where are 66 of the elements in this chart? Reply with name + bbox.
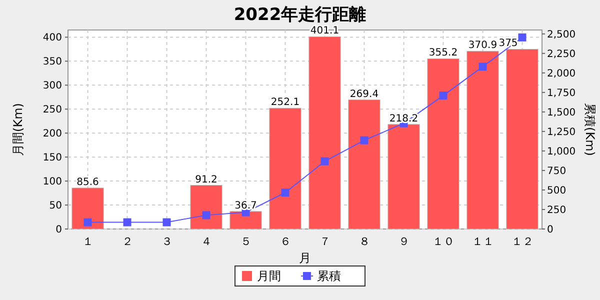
y2-tick-label: 500 (547, 185, 566, 196)
y-tick-label: 200 (42, 128, 62, 140)
data-label: 269.4 (350, 88, 379, 100)
data-label: 370.9 (468, 40, 498, 52)
x-tick-label: ２ (122, 235, 133, 248)
x-tick-label: ３ (161, 235, 172, 248)
point (123, 218, 132, 226)
bar (506, 48, 538, 230)
bar (190, 185, 222, 230)
x-tick-label: １２ (511, 235, 534, 248)
x-axis-title: 月 (299, 251, 311, 265)
y2-tick-label: 2,250 (547, 48, 576, 60)
x-tick-label: １０ (432, 235, 454, 248)
bar (466, 50, 499, 230)
data-label: 91.2 (195, 174, 218, 186)
point (84, 218, 92, 226)
y2-axis-title: 累積(Km) (583, 103, 597, 156)
y2-tick-label: 2,000 (547, 68, 576, 80)
y-axis-title: 月間(Km) (11, 103, 25, 156)
point (281, 188, 290, 197)
y2-tick-label: 1,500 (547, 107, 576, 118)
data-label: 252.1 (270, 97, 300, 108)
legend-label: 月間 (257, 269, 281, 284)
point (162, 218, 171, 226)
y2-tick-label: 750 (547, 166, 566, 177)
point (478, 62, 487, 71)
y-tick-label: 250 (42, 104, 62, 116)
y-tick-label: 400 (42, 32, 62, 44)
y-tick-label: 350 (42, 56, 62, 68)
y2-tick-label: 0 (547, 224, 554, 236)
bar (348, 100, 380, 230)
x-tick-label: １１ (472, 235, 494, 248)
y-tick-label: 150 (42, 152, 62, 164)
y2-tick-label: 250 (547, 204, 566, 216)
point (202, 211, 210, 220)
point (320, 157, 329, 166)
x-tick-label: ８ (358, 235, 370, 248)
bar (388, 124, 420, 230)
x-tick-label: ５ (240, 235, 252, 248)
y-tick-label: 50 (49, 200, 62, 212)
point (439, 92, 448, 100)
bar (230, 211, 262, 230)
y-tick-label: 0 (56, 224, 62, 236)
bar (427, 58, 460, 230)
y2-tick-label: 1,750 (547, 88, 576, 99)
data-label: 85.6 (76, 176, 99, 188)
point (360, 136, 368, 144)
x-tick-label: ９ (398, 235, 410, 248)
chart-title: 2022年走行距離 (234, 5, 366, 25)
x-tick-label: ４ (200, 235, 212, 248)
data-label: 355.2 (428, 48, 458, 59)
point (518, 33, 526, 42)
y2-tick-label: 2,500 (547, 29, 576, 40)
bar (308, 36, 341, 230)
y-tick-label: 100 (42, 176, 62, 188)
x-tick-label: １ (82, 235, 94, 248)
data-label: 36.7 (234, 200, 257, 212)
y2-tick-label: 1,250 (547, 126, 576, 138)
bar (269, 108, 302, 230)
x-tick-label: ７ (319, 235, 330, 248)
x-tick-label: ６ (280, 235, 291, 248)
y2-tick-label: 1,000 (547, 146, 576, 158)
data-label: 401.1 (310, 26, 340, 37)
y-tick-label: 300 (42, 80, 62, 92)
bar (72, 188, 104, 230)
legend-label: 累積 (317, 269, 341, 284)
